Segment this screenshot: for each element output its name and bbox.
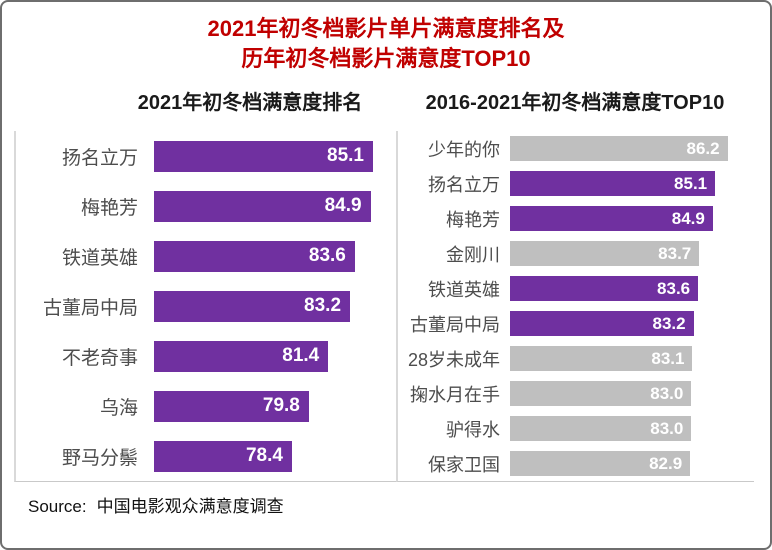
bar-track: 83.2 (154, 281, 396, 331)
bar: 83.2 (154, 290, 351, 322)
bar: 83.6 (510, 276, 699, 301)
bar-value: 83.7 (658, 243, 692, 263)
bar-row: 古董局中局 83.2 (398, 306, 754, 341)
bar-row: 少年的你 86.2 (398, 131, 754, 166)
bar-track: 84.9 (154, 181, 396, 231)
bar-value: 85.1 (674, 173, 708, 193)
bar-track: 86.2 (510, 131, 748, 166)
bar: 85.1 (154, 140, 373, 172)
chart-left-plot: 扬名立万 85.1 梅艳芳 84.9 铁道英雄 83.6 古董局中局 83.2 不老奇事 81.4… (14, 131, 396, 482)
bar-value: 84.9 (324, 195, 362, 216)
source-line: Source: 中国电影观众满意度调查 (28, 492, 770, 517)
bar-value: 82.9 (649, 453, 683, 473)
bar-value: 78.4 (245, 445, 283, 466)
bar: 86.2 (510, 136, 728, 161)
bar: 83.1 (510, 346, 693, 371)
bar-value: 83.0 (650, 418, 684, 438)
bar-row: 28岁未成年 83.1 (398, 341, 754, 376)
bar-value: 83.2 (304, 295, 342, 316)
bar-track: 81.4 (154, 331, 396, 381)
bar-row: 掬水月在手 83.0 (398, 376, 754, 411)
category-label: 铁道英雄 (428, 279, 500, 300)
chart-top10-history: 2016-2021年初冬档满意度TOP10 少年的你 86.2 扬名立万 85.1 梅艳… (396, 82, 754, 482)
bar-row: 梅艳芳 84.9 (16, 181, 396, 231)
bar-row: 野马分鬃 78.4 (16, 431, 396, 481)
page-title-line1: 2021年初冬档影片单片满意度排名及 (207, 16, 565, 41)
bar-row: 铁道英雄 83.6 (398, 271, 754, 306)
bar-row: 金刚川 83.7 (398, 236, 754, 271)
bar: 79.8 (154, 390, 309, 422)
bar-value: 83.6 (308, 245, 346, 266)
category-label: 驴得水 (446, 419, 500, 440)
page-title: 2021年初冬档影片单片满意度排名及 历年初冬档影片满意度TOP10 (2, 14, 770, 74)
bar-row: 保家卫国 82.9 (398, 446, 754, 481)
bar: 83.0 (510, 381, 692, 406)
bar: 85.1 (510, 171, 716, 196)
bar: 83.6 (154, 240, 355, 272)
bar-row: 扬名立万 85.1 (16, 131, 396, 181)
source-prefix: Source: (28, 497, 87, 516)
bar-value: 84.9 (671, 208, 705, 228)
source-text: 中国电影观众满意度调查 (96, 497, 284, 516)
bar-track: 83.2 (510, 306, 748, 341)
category-label: 野马分鬃 (61, 447, 138, 469)
bar-value: 83.0 (650, 383, 684, 403)
bar: 83.7 (510, 241, 700, 266)
bar-track: 83.7 (510, 236, 748, 271)
category-label: 古董局中局 (42, 297, 138, 319)
bar-value: 83.2 (652, 313, 686, 333)
bar: 81.4 (154, 340, 329, 372)
category-label: 少年的你 (428, 139, 500, 160)
bar-row: 扬名立万 85.1 (398, 166, 754, 201)
chart-left-title: 2021年初冬档满意度排名 (137, 92, 363, 114)
bar-track: 83.0 (510, 376, 748, 411)
bar-track: 83.6 (154, 231, 396, 281)
category-label: 28岁未成年 (407, 349, 500, 370)
category-label: 保家卫国 (428, 454, 500, 475)
category-label: 不老奇事 (61, 347, 138, 369)
bar-value: 85.1 (327, 145, 364, 166)
category-label: 乌海 (99, 397, 138, 419)
bar: 82.9 (510, 451, 691, 476)
chart-right-plot: 少年的你 86.2 扬名立万 85.1 梅艳芳 84.9 金刚川 83.7 铁道英雄 83.6 古董… (396, 131, 754, 482)
bar: 83.2 (510, 311, 694, 336)
bar-value: 83.6 (657, 278, 691, 298)
charts-area: 2021年初冬档满意度排名 扬名立万 85.1 梅艳芳 84.9 铁道英雄 83.6 古董局… (2, 76, 770, 482)
bar-track: 85.1 (510, 166, 748, 201)
bar-row: 铁道英雄 83.6 (16, 231, 396, 281)
bar-track: 83.0 (510, 411, 748, 446)
category-label: 扬名立万 (61, 147, 138, 169)
bar-track: 84.9 (510, 201, 748, 236)
category-label: 金刚川 (446, 244, 500, 265)
bar-row: 梅艳芳 84.9 (398, 201, 754, 236)
bar-track: 82.9 (510, 446, 748, 481)
category-label: 掬水月在手 (410, 384, 500, 405)
bar-value: 79.8 (262, 395, 300, 416)
bar: 84.9 (510, 206, 713, 231)
bar-track: 79.8 (154, 381, 396, 431)
category-label: 铁道英雄 (61, 247, 138, 269)
bar-value: 81.4 (282, 345, 320, 366)
bar-track: 85.1 (154, 131, 396, 181)
chart-2021-ranking: 2021年初冬档满意度排名 扬名立万 85.1 梅艳芳 84.9 铁道英雄 83.6 古董局… (14, 82, 396, 482)
bar: 83.0 (510, 416, 692, 441)
bar-track: 78.4 (154, 431, 396, 481)
chart-right-title: 2016-2021年初冬档满意度TOP10 (425, 92, 725, 114)
bar: 78.4 (154, 440, 292, 472)
category-label: 扬名立万 (428, 174, 500, 195)
bar-row: 古董局中局 83.2 (16, 281, 396, 331)
bar-row: 乌海 79.8 (16, 381, 396, 431)
category-label: 梅艳芳 (80, 197, 138, 219)
bar-value: 83.1 (651, 348, 685, 368)
category-label: 古董局中局 (410, 314, 500, 335)
bar-row: 驴得水 83.0 (398, 411, 754, 446)
bar-value: 86.2 (686, 138, 720, 158)
category-label: 梅艳芳 (446, 209, 500, 230)
bar-track: 83.6 (510, 271, 748, 306)
page-title-line2: 历年初冬档影片满意度TOP10 (241, 46, 531, 71)
bar-track: 83.1 (510, 341, 748, 376)
bar: 84.9 (154, 190, 371, 222)
bar-row: 不老奇事 81.4 (16, 331, 396, 381)
